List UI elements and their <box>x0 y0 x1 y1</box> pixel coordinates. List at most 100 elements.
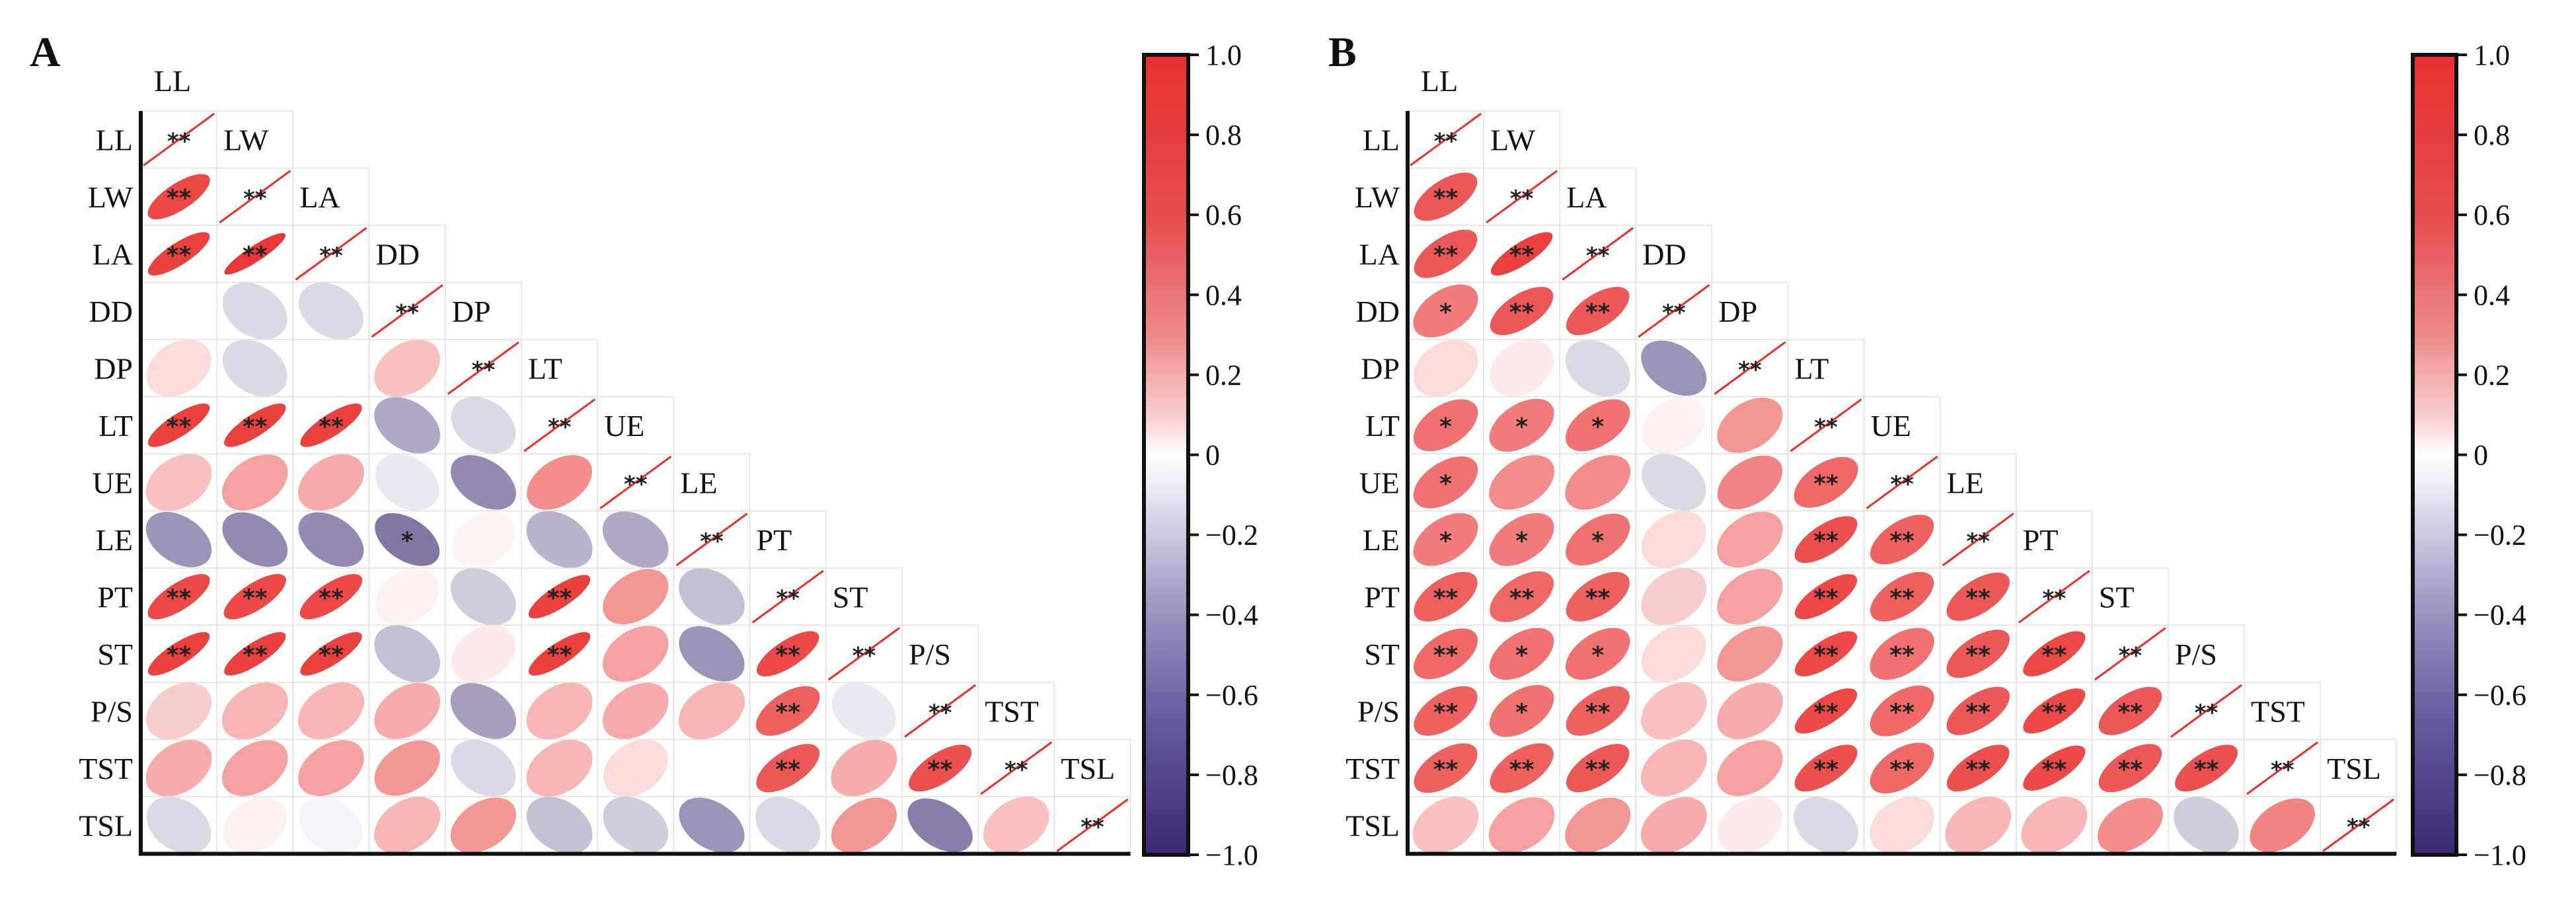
row-label: TST <box>79 752 133 785</box>
correlation-ellipse <box>1870 515 1934 565</box>
significance-label: ** <box>1965 642 1990 669</box>
diagonal-line <box>219 170 291 224</box>
significance-label: ** <box>1813 585 1838 612</box>
significance-label: ** <box>1510 186 1534 212</box>
row-label: DP <box>94 351 133 385</box>
column-label: ST <box>833 580 868 614</box>
correlation-ellipse <box>2021 797 2088 854</box>
correlation-ellipse <box>2098 686 2162 735</box>
correlation-ellipse <box>375 513 440 566</box>
correlation-ellipse <box>145 511 212 567</box>
diagonal-line <box>1410 112 1482 166</box>
significance-label: ** <box>1813 642 1838 669</box>
correlation-ellipse <box>374 397 441 454</box>
correlation-ellipse <box>222 740 288 797</box>
significance-label: ** <box>1585 756 1610 783</box>
diagonal-line <box>1866 455 1938 509</box>
correlation-ellipse <box>1489 628 1554 680</box>
correlation-ellipse <box>1717 397 1783 453</box>
header-cell <box>1711 281 1789 340</box>
correlation-ellipse <box>755 797 821 854</box>
column-label: LT <box>1795 351 1829 385</box>
correlation-ellipse <box>1794 456 1858 508</box>
significance-label: ** <box>1585 699 1610 726</box>
colorbar-tick-label: 0 <box>1205 439 1220 472</box>
significance-label: ** <box>2042 756 2067 783</box>
significance-label: ** <box>624 471 648 497</box>
correlation-ellipse <box>1566 686 1630 736</box>
diagonal-line <box>1562 227 1634 281</box>
correlation-ellipse <box>678 682 745 740</box>
correlation-ellipse <box>1795 631 1858 676</box>
correlation-ellipse <box>2174 797 2239 854</box>
correlation-ellipse <box>222 340 287 397</box>
colorbar-tick-label: −0.4 <box>1205 599 1258 632</box>
column-label: LL <box>1421 64 1458 98</box>
correlation-ellipse <box>146 682 211 740</box>
panel-b: B**** **** ** *** ** ** ***** * * *** ** *** * * ** ** *… <box>1328 28 2526 871</box>
significance-label: ** <box>1814 414 1838 441</box>
diagonal-line <box>2322 798 2395 852</box>
significance-label: ** <box>1889 699 1914 726</box>
correlation-ellipse <box>299 340 363 396</box>
correlation-ellipse <box>1641 340 1707 396</box>
significance-label: ** <box>319 585 344 612</box>
row-label: LA <box>1359 237 1400 271</box>
significance-label: ** <box>1889 585 1914 612</box>
correlation-ellipse <box>1795 574 1858 620</box>
header-cell <box>1053 739 1131 797</box>
header-cell <box>749 510 827 569</box>
header-cell <box>825 567 903 626</box>
correlation-ellipse <box>1717 511 1783 568</box>
significance-label: ** <box>2042 699 2067 726</box>
diagonal-line <box>447 341 519 395</box>
row-label: DD <box>1356 295 1400 328</box>
significance-label: * <box>401 528 414 555</box>
header-cell <box>1483 110 1560 169</box>
correlation-ellipse <box>223 797 287 854</box>
correlation-ellipse <box>222 512 288 567</box>
row-label: LT <box>1365 409 1400 443</box>
correlation-ellipse <box>298 454 364 511</box>
correlation-ellipse <box>298 740 364 797</box>
correlation-ellipse <box>297 682 365 740</box>
correlation-ellipse <box>221 682 288 740</box>
significance-label: ** <box>319 642 344 669</box>
correlation-ellipse <box>2175 744 2238 792</box>
row-label: ST <box>1364 637 1400 671</box>
significance-label: ** <box>775 642 800 669</box>
column-label: ST <box>2099 580 2135 614</box>
significance-label: ** <box>2195 700 2218 726</box>
correlation-ellipse <box>146 797 211 854</box>
correlation-ellipse <box>1565 340 1630 397</box>
correlation-ellipse <box>1566 399 1630 452</box>
correlation-ellipse <box>224 403 286 447</box>
row-label: TSL <box>1345 809 1400 842</box>
panel-a: A**** **** ** ******** ** ** ***** **** ** ** ** **… <box>30 28 1258 871</box>
correlation-ellipse <box>1413 456 1478 509</box>
significance-label: * <box>1439 470 1452 497</box>
significance-label: ** <box>1890 471 1914 497</box>
correlation-ellipse <box>528 575 591 619</box>
significance-label: ** <box>1966 528 1990 555</box>
correlation-ellipse <box>1946 572 2010 621</box>
column-label: TSL <box>2327 752 2381 785</box>
correlation-ellipse <box>1491 232 1553 276</box>
column-label: PT <box>757 523 792 557</box>
correlation-ellipse <box>375 454 439 511</box>
correlation-ellipse <box>1412 797 1479 854</box>
panel-label: B <box>1328 28 1357 75</box>
row-label: PT <box>1364 580 1400 614</box>
significance-label: ** <box>928 700 952 726</box>
diagonal-line <box>2018 569 2090 624</box>
significance-label: * <box>1515 699 1528 726</box>
correlation-ellipse <box>757 631 819 676</box>
correlation-ellipse <box>451 511 515 568</box>
column-label: LE <box>680 466 717 499</box>
correlation-ellipse <box>147 403 210 447</box>
correlation-ellipse <box>1565 797 1631 853</box>
column-label: LW <box>223 123 269 157</box>
diagonal-line <box>827 627 900 681</box>
correlation-ellipse <box>1717 455 1783 509</box>
